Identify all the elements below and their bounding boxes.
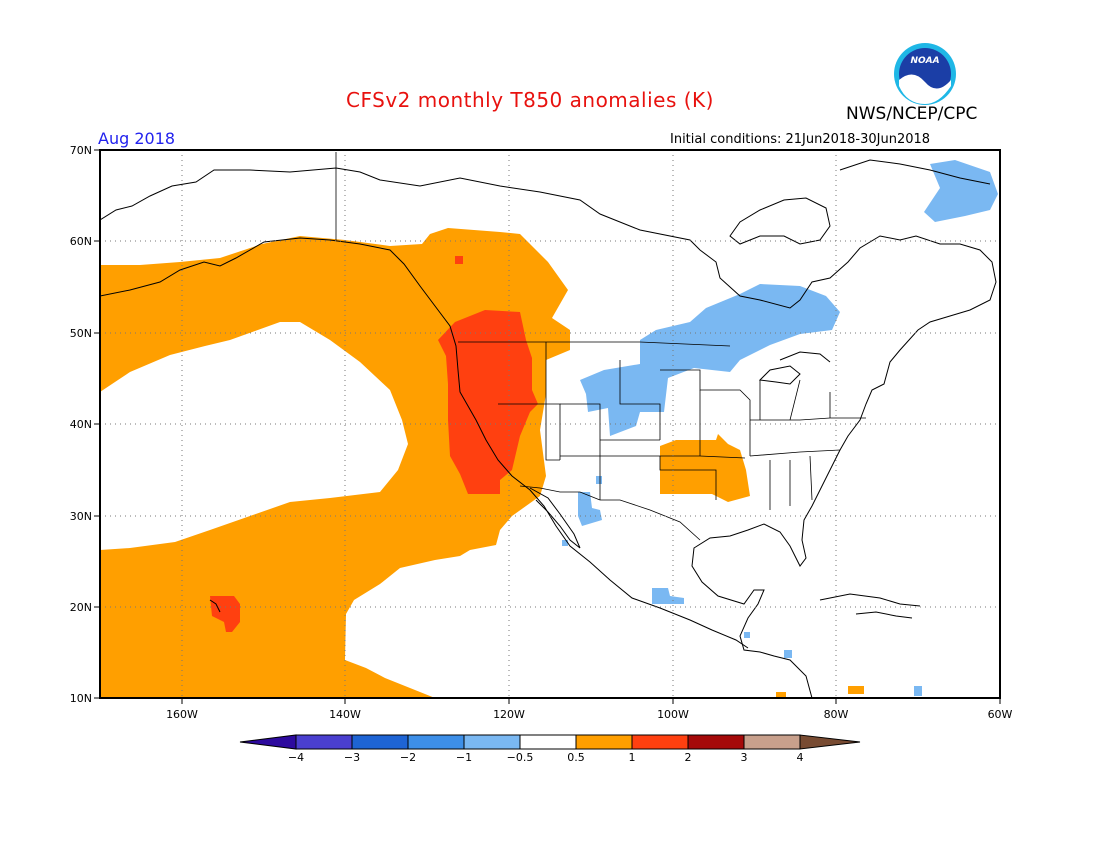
anomaly-hawaii <box>210 596 240 632</box>
colorbar-label: −2 <box>400 751 416 764</box>
valid-month: Aug 2018 <box>98 129 176 148</box>
lon-label: 100W <box>657 708 689 721</box>
colorbar-segment <box>463 734 521 750</box>
colorbar-segment <box>407 734 465 750</box>
coastlines <box>100 159 997 698</box>
axis-ticks <box>94 149 1001 704</box>
lat-label: 20N <box>70 601 92 614</box>
lon-label: 160W <box>166 708 198 721</box>
anomaly-south-mexico <box>652 588 684 604</box>
colorbar-label: −3 <box>344 751 360 764</box>
colorbar-label: 4 <box>797 751 804 764</box>
initial-conditions: Initial conditions: 21Jun2018-30Jun2018 <box>670 132 931 147</box>
lon-label: 60W <box>988 708 1013 721</box>
graticule <box>100 150 1000 698</box>
logo-text: NOAA <box>910 56 940 66</box>
anomaly-cell <box>562 540 568 546</box>
colorbar-segment <box>743 734 801 750</box>
lon-label: 80W <box>824 708 849 721</box>
anomaly-pacific-northwest <box>438 310 538 494</box>
noaa-logo <box>893 42 957 106</box>
lat-label: 70N <box>70 144 92 157</box>
anomaly-cell <box>784 650 792 658</box>
agency-label: NWS/NCEP/CPC <box>846 104 978 124</box>
colorbar-label: 3 <box>741 751 748 764</box>
colorbar-label: 2 <box>685 751 692 764</box>
lon-label: 140W <box>329 708 361 721</box>
anomaly-cell <box>455 256 463 264</box>
anomaly-labrador-sea <box>924 160 998 222</box>
lat-label: 50N <box>70 327 92 340</box>
colorbar-end-low <box>239 734 297 750</box>
colorbar-segment <box>519 734 577 750</box>
colorbar-label: −0.5 <box>507 751 534 764</box>
colorbar-segment <box>687 734 745 750</box>
colorbar-end-high <box>799 734 861 750</box>
colorbar-label: −1 <box>456 751 472 764</box>
colorbar-segment <box>295 734 353 750</box>
anomaly-nw-mexico <box>578 492 602 526</box>
lat-label: 40N <box>70 418 92 431</box>
colorbar-segment <box>575 734 633 750</box>
anomaly-cell <box>776 692 786 698</box>
anomaly-cell <box>914 686 922 696</box>
colorbar: −4 −3 −2 −1 −0.5 0.5 1 2 3 4 <box>239 734 861 764</box>
lat-label: 10N <box>70 692 92 705</box>
anomaly-cell <box>596 476 602 484</box>
political-borders <box>335 152 866 541</box>
lat-label: 60N <box>70 235 92 248</box>
anomaly-northern-plains <box>580 284 840 436</box>
colorbar-segment <box>631 734 689 750</box>
anomaly-cell <box>848 686 864 694</box>
lat-label: 30N <box>70 510 92 523</box>
colorbar-label: 0.5 <box>567 751 585 764</box>
anomaly-cell <box>744 632 750 638</box>
colorbar-segment <box>351 734 409 750</box>
anomaly-southern-plains <box>660 434 750 502</box>
colorbar-label: −4 <box>288 751 304 764</box>
lon-label: 120W <box>493 708 525 721</box>
colorbar-label: 1 <box>629 751 636 764</box>
